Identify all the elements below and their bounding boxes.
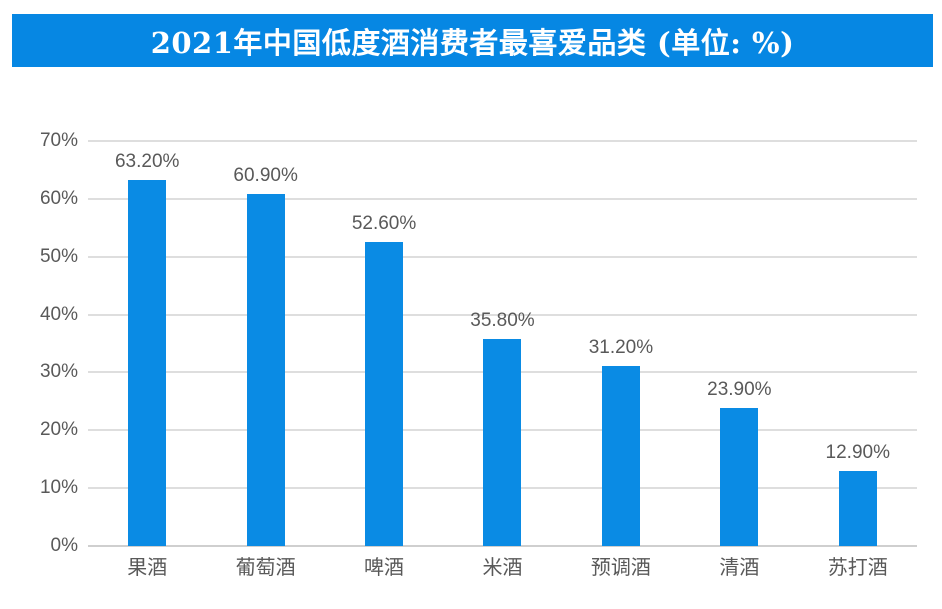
x-axis-label: 葡萄酒 <box>235 557 296 579</box>
x-axis-label: 米酒 <box>482 557 523 579</box>
bar-column: 35.80% <box>443 141 561 546</box>
y-axis-tick-label: 50% <box>39 245 78 267</box>
chart-title-banner: 2021年中国低度酒消费者最喜爱品类 (单位: %) <box>12 14 933 67</box>
bar-value-label: 63.20% <box>114 151 180 173</box>
bar-value-label: 60.90% <box>233 164 298 186</box>
bar-column: 31.20% <box>562 141 680 546</box>
gridline <box>88 197 917 200</box>
bar <box>838 471 877 546</box>
chart-title: 2021年中国低度酒消费者最喜爱品类 (单位: %) <box>150 25 795 60</box>
y-axis-tick-label: 60% <box>39 187 78 209</box>
gridline <box>88 313 917 316</box>
bar-value-label: 23.90% <box>707 378 772 400</box>
x-axis-line <box>88 545 917 547</box>
bar-column: 60.90% <box>206 141 324 546</box>
y-axis-tick-label: 40% <box>39 303 78 325</box>
x-axis-label: 啤酒 <box>364 557 405 579</box>
gridline <box>88 140 917 142</box>
bar-value-label: 52.60% <box>351 212 417 234</box>
bar-value-label: 35.80% <box>470 309 535 331</box>
y-axis-tick-label: 10% <box>39 477 78 499</box>
x-axis-label: 苏打酒 <box>827 557 888 579</box>
bar <box>365 241 404 546</box>
bar <box>483 338 522 546</box>
bar-value-label: 31.20% <box>588 336 654 358</box>
x-axis-label: 预调酒 <box>590 557 651 579</box>
bar <box>128 180 167 546</box>
bar-column: 52.60% <box>325 141 443 546</box>
y-axis-tick-label: 0% <box>50 535 78 556</box>
x-axis-label: 果酒 <box>127 557 168 579</box>
y-axis: 0% 10% 20% 30% 40% 50% 60% 70% <box>0 130 78 556</box>
y-axis-tick-label: 20% <box>39 419 78 441</box>
bar <box>246 193 285 546</box>
bar <box>720 407 759 546</box>
x-axis-label: 清酒 <box>719 557 760 579</box>
bar-value-label: 12.90% <box>825 442 890 464</box>
bar-column: 23.90% <box>680 141 798 546</box>
bar <box>601 365 640 546</box>
bar-column: 63.20% <box>88 141 206 546</box>
plot-area: 63.20% 60.90% 52.60% 35.80% 31.20% 23.90% 12.9… <box>88 140 917 547</box>
gridline <box>88 255 917 258</box>
y-axis-tick-label: 70% <box>39 130 78 151</box>
y-axis-tick-label: 30% <box>39 361 78 383</box>
x-axis: 果酒 葡萄酒 啤酒 米酒 预调酒 清酒 苏打酒 <box>88 556 917 582</box>
bar-column: 12.90% <box>799 141 917 546</box>
